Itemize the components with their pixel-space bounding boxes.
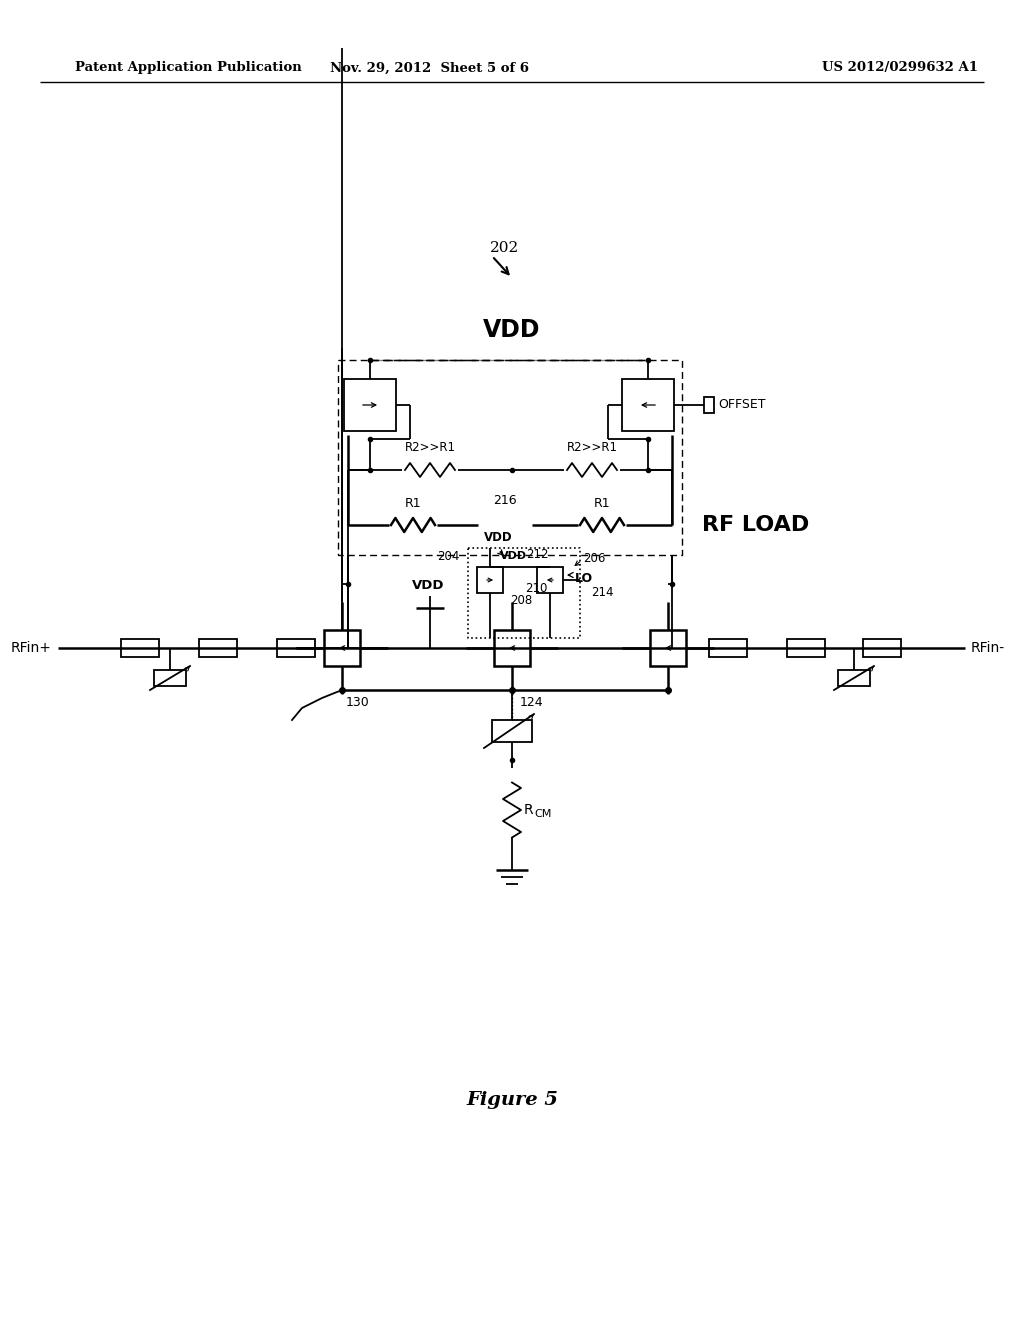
Text: Nov. 29, 2012  Sheet 5 of 6: Nov. 29, 2012 Sheet 5 of 6 xyxy=(331,62,529,74)
Bar xyxy=(709,639,746,657)
Text: 124: 124 xyxy=(520,696,544,709)
Bar xyxy=(650,630,686,667)
Text: R1: R1 xyxy=(404,498,421,510)
Bar xyxy=(324,630,360,667)
Text: 202: 202 xyxy=(490,242,519,255)
Text: 130: 130 xyxy=(346,696,370,709)
Bar xyxy=(705,397,714,413)
Text: RF LOAD: RF LOAD xyxy=(702,515,809,535)
Text: 208: 208 xyxy=(510,594,532,606)
Text: VDD: VDD xyxy=(500,550,527,561)
Text: OFFSET: OFFSET xyxy=(718,399,766,412)
Text: US 2012/0299632 A1: US 2012/0299632 A1 xyxy=(822,62,978,74)
Text: 214: 214 xyxy=(591,586,613,599)
Bar xyxy=(787,639,825,657)
Text: 216: 216 xyxy=(494,494,517,507)
Bar xyxy=(494,630,530,667)
Text: Patent Application Publication: Patent Application Publication xyxy=(75,62,302,74)
Text: R2>>R1: R2>>R1 xyxy=(566,441,617,454)
Text: 206: 206 xyxy=(583,552,605,565)
Bar xyxy=(344,379,396,432)
Text: R1: R1 xyxy=(594,498,610,510)
Bar xyxy=(863,639,901,657)
Text: 210: 210 xyxy=(525,582,548,594)
Text: VDD: VDD xyxy=(483,318,541,342)
Text: VDD: VDD xyxy=(483,531,512,544)
Bar xyxy=(492,719,532,742)
Bar xyxy=(278,639,315,657)
Text: RFin+: RFin+ xyxy=(11,642,52,655)
Bar xyxy=(199,639,237,657)
Bar xyxy=(537,568,563,593)
Text: VDD: VDD xyxy=(412,579,444,591)
Text: CM: CM xyxy=(534,809,551,818)
Text: Figure 5: Figure 5 xyxy=(466,1092,558,1109)
Text: 204: 204 xyxy=(437,549,460,562)
Text: RFin-: RFin- xyxy=(971,642,1006,655)
Bar xyxy=(838,671,870,686)
Bar xyxy=(477,568,503,593)
Bar xyxy=(121,639,159,657)
Text: R: R xyxy=(524,803,534,817)
Bar xyxy=(622,379,674,432)
Text: 212: 212 xyxy=(526,548,549,561)
Text: LO: LO xyxy=(575,572,593,585)
Text: R2>>R1: R2>>R1 xyxy=(404,441,456,454)
Bar xyxy=(154,671,186,686)
